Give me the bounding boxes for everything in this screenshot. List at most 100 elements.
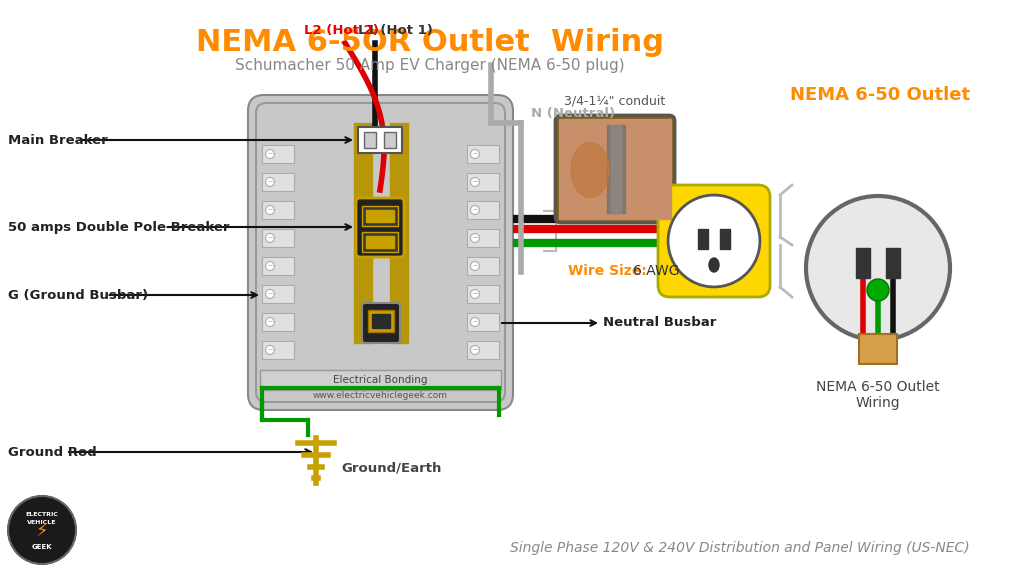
Text: 3/4-1¼" conduit: 3/4-1¼" conduit [564,94,666,107]
Text: —: — [267,320,272,324]
Bar [467,341,499,359]
Text: —: — [472,236,478,241]
Bar [720,229,730,249]
Bar [467,229,499,247]
FancyBboxPatch shape [362,303,400,343]
Circle shape [470,206,479,214]
Text: Wire Size:: Wire Size: [568,264,647,278]
Bar [366,210,394,222]
Bar [262,229,294,247]
Circle shape [8,496,76,564]
FancyBboxPatch shape [658,185,770,297]
Text: —: — [472,151,478,157]
Circle shape [265,262,274,271]
Bar [467,173,499,191]
Text: ⚡: ⚡ [36,523,48,541]
FancyBboxPatch shape [555,115,675,223]
Bar [698,229,708,249]
Text: NEMA 6-50 Outlet
Wiring: NEMA 6-50 Outlet Wiring [816,380,940,410]
Text: 6 AWG: 6 AWG [633,264,680,278]
Bar [262,341,294,359]
Text: —: — [472,291,478,297]
Circle shape [470,233,479,242]
Circle shape [265,206,274,214]
Text: Main Breaker: Main Breaker [8,134,108,146]
Bar [372,314,390,328]
Bar [262,173,294,191]
Bar [262,201,294,219]
Circle shape [265,177,274,187]
Text: —: — [267,291,272,297]
Bar [384,132,396,148]
Text: Schumacher 50 Amp EV Charger (NEMA 6-50 plug): Schumacher 50 Amp EV Charger (NEMA 6-50 … [236,58,625,73]
Circle shape [470,290,479,298]
Text: —: — [267,236,272,241]
Text: —: — [267,151,272,157]
Bar [368,310,394,332]
Bar [262,257,294,275]
Text: —: — [472,320,478,324]
Text: Ground Rod: Ground Rod [8,445,96,458]
Circle shape [470,150,479,158]
Bar [260,370,501,390]
Text: N (Neutral): N (Neutral) [531,107,615,119]
Circle shape [470,317,479,327]
Bar [364,132,376,148]
Text: VEHICLE: VEHICLE [28,520,56,525]
Circle shape [265,150,274,158]
FancyBboxPatch shape [248,95,513,410]
Bar [607,125,625,213]
Ellipse shape [668,195,760,287]
Bar [262,313,294,331]
Circle shape [470,262,479,271]
Bar [467,285,499,303]
Circle shape [265,290,274,298]
Text: —: — [472,347,478,353]
Bar [559,119,671,219]
Bar [467,313,499,331]
Text: GEEK: GEEK [32,544,52,550]
Bar [856,248,870,278]
Text: —: — [472,207,478,213]
Bar [467,145,499,163]
Circle shape [265,346,274,354]
Text: —: — [267,347,272,353]
Text: Ground/Earth: Ground/Earth [341,461,441,475]
Text: www.electricvehiclegeek.com: www.electricvehiclegeek.com [312,391,447,400]
Bar [262,145,294,163]
Text: —: — [267,180,272,184]
Bar [362,232,398,252]
Text: —: — [472,180,478,184]
Bar [467,201,499,219]
Ellipse shape [571,142,609,198]
Circle shape [265,233,274,242]
Bar [859,334,897,364]
Ellipse shape [709,258,719,272]
Circle shape [470,177,479,187]
Text: Single Phase 120V & 240V Distribution and Panel Wiring (US-NEC): Single Phase 120V & 240V Distribution an… [510,541,970,555]
Text: L1 (Hot 1): L1 (Hot 1) [357,24,432,37]
Circle shape [867,279,889,301]
Bar [366,236,394,248]
Bar [362,206,398,226]
Text: Neutral Busbar: Neutral Busbar [603,316,717,329]
Circle shape [265,317,274,327]
Bar [467,257,499,275]
Bar [390,123,408,343]
Circle shape [806,196,950,340]
Text: —: — [267,207,272,213]
Bar [886,248,900,278]
Bar [358,127,402,153]
Circle shape [470,346,479,354]
Text: 50 amps Double Pole Breaker: 50 amps Double Pole Breaker [8,221,229,233]
Text: —: — [267,263,272,268]
Bar [354,123,372,343]
FancyBboxPatch shape [356,198,404,257]
Text: ELECTRIC: ELECTRIC [26,511,58,517]
Text: —: — [472,263,478,268]
Text: NEMA 6-5OR Outlet  Wiring: NEMA 6-5OR Outlet Wiring [196,28,664,57]
Text: Electrical Bonding: Electrical Bonding [333,375,427,385]
Bar [262,285,294,303]
Text: G (Ground Busbar): G (Ground Busbar) [8,289,148,301]
Text: L2 (Hot 2): L2 (Hot 2) [303,24,379,37]
